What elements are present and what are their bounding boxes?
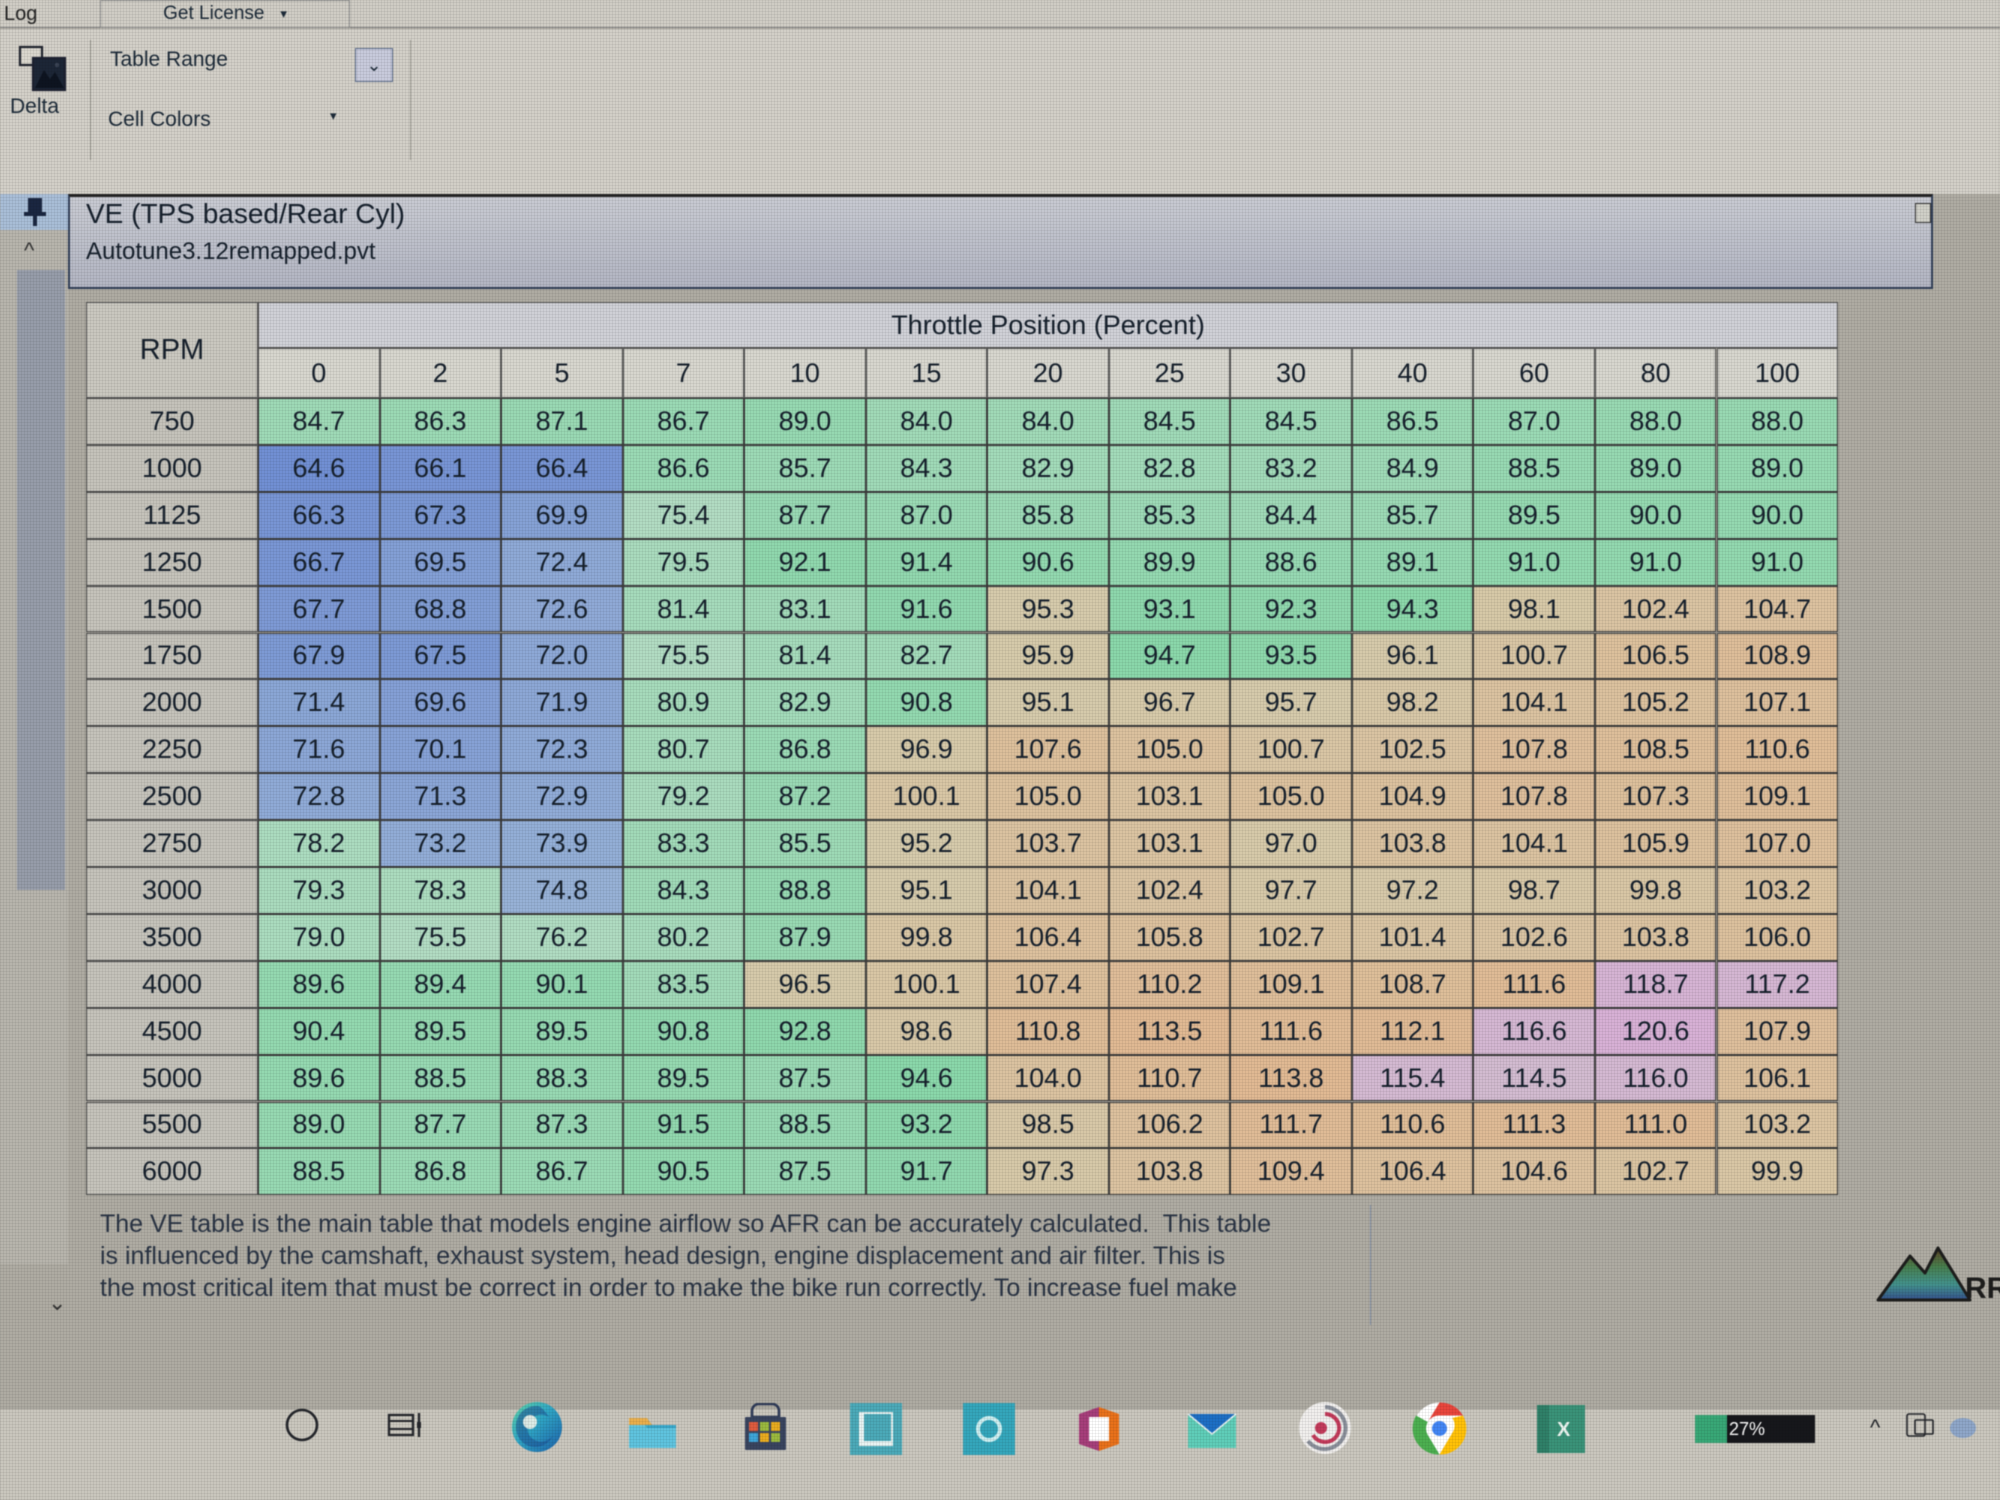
svg-text:RR: RR [1965,1272,2000,1305]
svg-text:X: X [1557,1419,1571,1441]
